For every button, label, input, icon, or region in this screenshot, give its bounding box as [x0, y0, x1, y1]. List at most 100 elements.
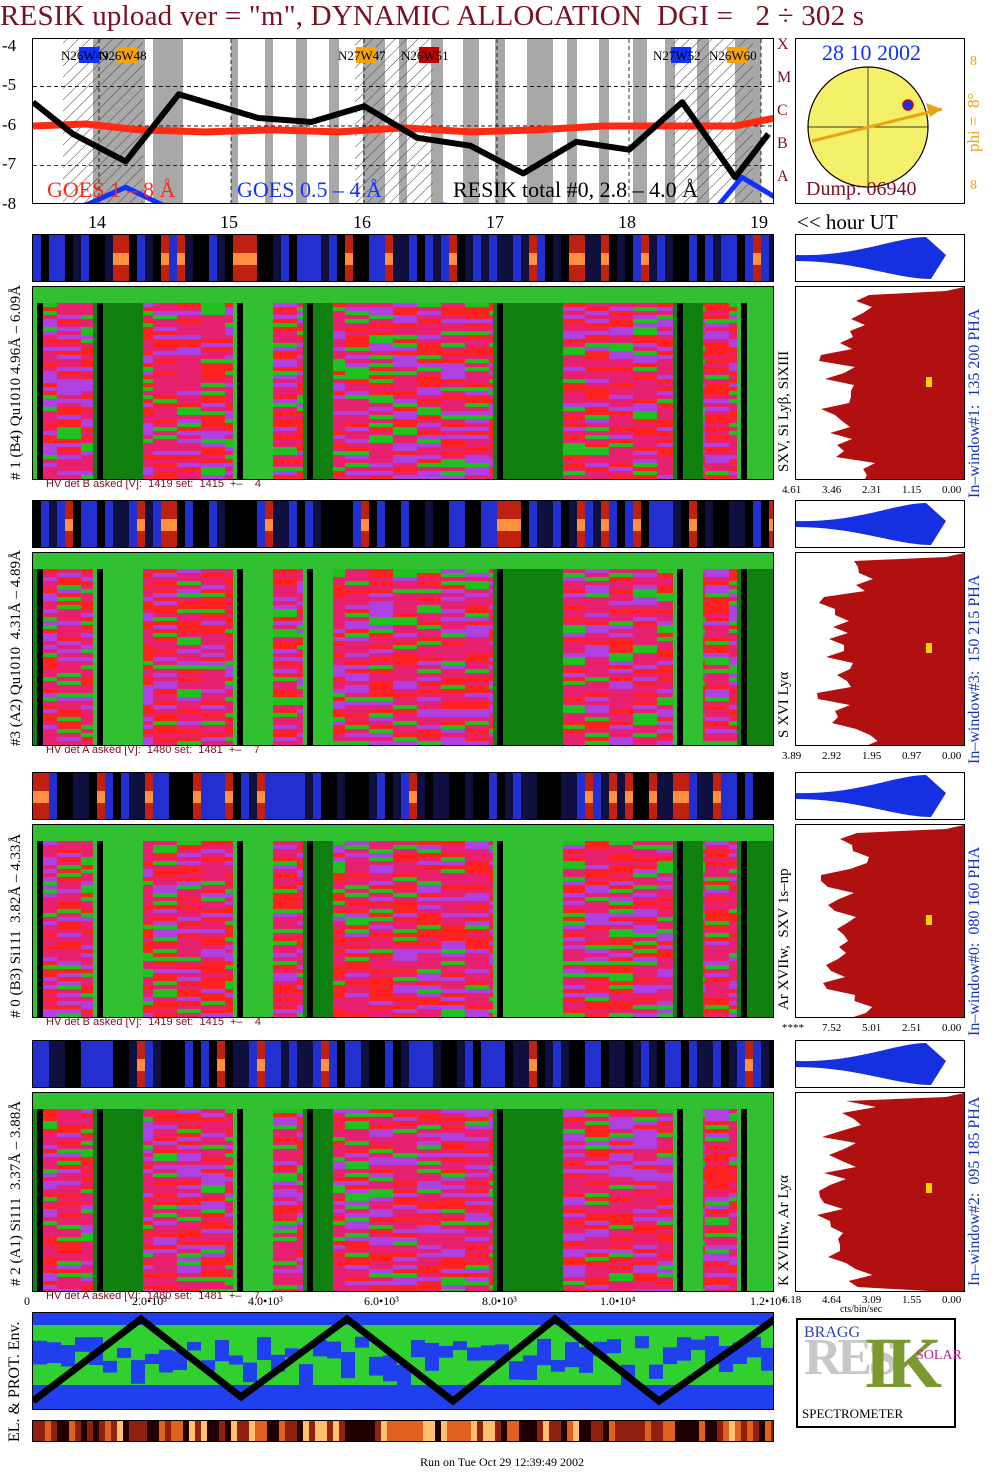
spectrogram-cell: [417, 697, 441, 701]
profile-scale-tick: 1.95: [862, 750, 882, 762]
spectrogram-cell: [705, 455, 729, 459]
pha-strip-cell: [505, 235, 513, 281]
spectrogram-cell: [201, 443, 225, 447]
spectrogram-cell: [201, 929, 225, 933]
spectrogram-cell: [57, 307, 81, 311]
spectrogram-cell: [369, 601, 393, 605]
pha-strip-cell: [681, 235, 689, 281]
spectrogram-cell: [561, 371, 585, 375]
spectrogram-cell: [393, 633, 417, 637]
spectrogram-cell: [369, 327, 393, 331]
spectrogram-cell: [345, 419, 369, 423]
spectrogram-cell: [153, 693, 177, 697]
spectrogram-cell: [33, 917, 57, 921]
spectrogram-cell: [153, 339, 177, 343]
spectrogram-cell: [633, 597, 657, 601]
spectrogram-cell: [369, 1005, 393, 1009]
spectrogram-cell: [417, 897, 441, 901]
spectrogram-cell: [57, 447, 81, 451]
spectrogram-cell: [33, 387, 57, 391]
spectrogram-cell: [633, 303, 657, 307]
pha-strip-cell: [153, 773, 161, 819]
spectrogram-cell: [633, 913, 657, 917]
spectrogram-cell: [609, 403, 633, 407]
spectrogram-cell: [201, 605, 225, 609]
spectrogram-cell: [657, 447, 681, 451]
spectrogram-cell: [705, 689, 729, 693]
spectrogram-cell: [561, 841, 585, 845]
spectrogram-cell: [177, 315, 201, 319]
spectrogram-cell: [177, 929, 201, 933]
spectrogram-cell: [561, 889, 585, 893]
spectrogram-cell: [561, 721, 585, 725]
spectrogram-cell: [153, 917, 177, 921]
spectrogram-cell: [585, 921, 609, 925]
spectrogram-cell: [561, 1001, 585, 1005]
spectrogram-cell: [417, 451, 441, 455]
spectrogram-cell: [153, 475, 177, 479]
spectrogram-cell: [153, 363, 177, 367]
spectrogram-cell: [657, 435, 681, 439]
count-profile-fill: [819, 287, 964, 479]
spectrogram-cell: [153, 857, 177, 861]
spectrogram-cell: [201, 455, 225, 459]
spectrogram-cell: [153, 303, 177, 307]
spectrogram-cell: [177, 737, 201, 741]
spectrogram-cell: [609, 391, 633, 395]
goes-legend-label: RESIK total #0, 2.8 – 4.0 Å: [453, 177, 698, 202]
spectrogram-cell: [609, 969, 633, 973]
spectrogram-cell: [585, 395, 609, 399]
spectrogram-cell: [153, 351, 177, 355]
spectrogram-cell: [369, 605, 393, 609]
spectrogram-cell: [633, 423, 657, 427]
spectrogram-cell: [609, 605, 633, 609]
spectrogram-cell: [201, 965, 225, 969]
spectrogram-cell: [705, 399, 729, 403]
spectrogram-cell: [417, 593, 441, 597]
spectrogram-cell: [705, 853, 729, 857]
spectrogram-cell: [273, 431, 297, 435]
spectrogram-cell: [465, 893, 489, 897]
spectrogram-cell: [633, 945, 657, 949]
spectrogram-cell: [153, 597, 177, 601]
spectrogram-cell: [57, 933, 81, 937]
spectrogram-cell: [273, 877, 297, 881]
spectrogram-cell: [465, 649, 489, 653]
spectrogram-cell: [177, 601, 201, 605]
spectrogram-cell: [465, 937, 489, 941]
spectrogram-cell: [657, 861, 681, 865]
spectrogram-cell: [393, 363, 417, 367]
spectrogram-cell: [345, 881, 369, 885]
spectrogram-cell: [441, 657, 465, 661]
spectrogram-cell: [273, 423, 297, 427]
spectrogram-cell: [201, 339, 225, 343]
spectrogram-cell: [657, 625, 681, 629]
spectrogram-cell: [177, 913, 201, 917]
spectrogram-cell: [57, 455, 81, 459]
spectrogram-cell: [609, 451, 633, 455]
spectrogram-cell: [633, 861, 657, 865]
spectrogram-cell: [153, 697, 177, 701]
spectrogram-cell: [609, 713, 633, 717]
spectrogram-cell: [33, 601, 57, 605]
spectrogram-cell: [417, 989, 441, 993]
spectrogram-cell: [177, 343, 201, 347]
spectrogram-cell: [153, 307, 177, 311]
eclipse-band: [633, 39, 647, 203]
spectrogram-cell: [33, 725, 57, 729]
spectrogram-cell: [345, 985, 369, 989]
spectrogram-cell: [465, 909, 489, 913]
spectrogram-cell: [345, 359, 369, 363]
spectrogram-cell: [657, 933, 681, 937]
spectrogram-cell: [561, 649, 585, 653]
spectrogram-cell: [273, 941, 297, 945]
spectrogram-cell: [441, 367, 465, 371]
spectrogram-cell: [345, 601, 369, 605]
spectrogram-cell: [417, 645, 441, 649]
spectrogram-cell: [369, 945, 393, 949]
spectrogram-cell: [705, 993, 729, 997]
spectrogram-cell: [417, 953, 441, 957]
spectrogram-cell: [465, 479, 489, 480]
pha-strip-cell: [489, 773, 497, 819]
spectrogram-cell: [657, 319, 681, 323]
